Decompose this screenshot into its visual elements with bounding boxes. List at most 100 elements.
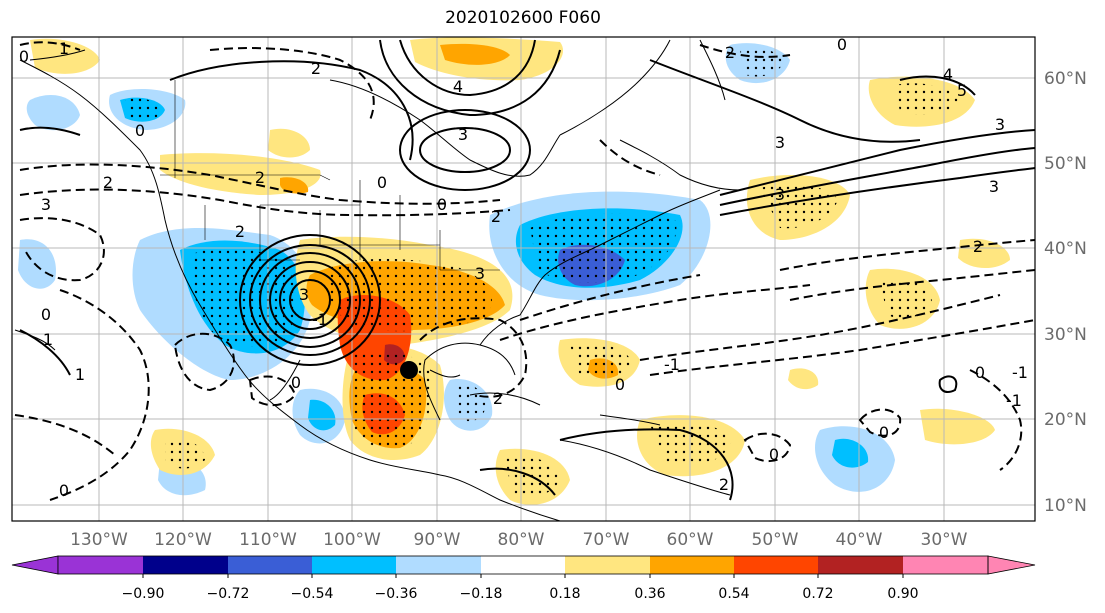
contour-dashed <box>743 432 792 463</box>
colorbar-extend-low <box>11 555 59 575</box>
contour-dashed <box>419 317 528 398</box>
colorbar <box>11 555 1036 578</box>
lon-label: 70°W <box>583 530 630 550</box>
contour-dashed <box>499 284 811 341</box>
lon-label: 40°W <box>836 530 883 550</box>
lon-label: 100°W <box>323 530 381 550</box>
contour-label: 3 <box>775 133 785 152</box>
stipple-area <box>125 98 162 122</box>
lat-label: 10°N <box>1044 496 1087 516</box>
contour-line <box>399 39 536 97</box>
contour-label: 0 <box>19 47 29 66</box>
contour-label: 0 <box>59 481 69 500</box>
contour-line <box>719 129 1035 196</box>
contour-label: 1 <box>43 330 53 349</box>
colorbar-segment <box>396 556 481 574</box>
colorbar-tick-label: 0.90 <box>887 586 918 602</box>
contour-label: 0 <box>615 375 625 394</box>
contour-line <box>938 375 958 393</box>
stipple-area <box>570 343 632 379</box>
contour-label: 4 <box>453 77 463 96</box>
contour-dashed <box>969 369 1023 471</box>
contour-dashed <box>49 289 150 501</box>
contour-closed <box>399 109 531 191</box>
medium-blue-region <box>308 399 336 431</box>
shading-layer <box>18 37 1010 505</box>
lon-label: 80°W <box>498 530 545 550</box>
colorbar-tick-label: 0.18 <box>549 586 580 602</box>
colorbar-tick-label: −0.36 <box>375 586 418 602</box>
lat-label: 40°N <box>1044 239 1087 259</box>
contour-label: 2 <box>235 222 245 241</box>
stipple-area <box>165 438 205 469</box>
contour-label: 4 <box>943 65 953 84</box>
contour-dashed <box>858 408 902 437</box>
contour-label: 0 <box>769 445 779 464</box>
contour-label: 0 <box>437 195 447 214</box>
lon-label: 130°W <box>70 530 128 550</box>
colorbar-ticks: −0.90 −0.72 −0.54 −0.36 −0.18 0.18 0.36 … <box>122 586 919 602</box>
colorbar-segment <box>58 556 143 574</box>
contour-dashed <box>639 294 1001 361</box>
lat-labels: 60°N 50°N 40°N 30°N 20°N 10°N <box>1044 69 1087 516</box>
contour-closed <box>269 261 351 339</box>
coastlines <box>14 39 741 521</box>
contour-label: 3 <box>299 285 309 304</box>
yellow-region <box>920 408 995 445</box>
contour-label: 3 <box>995 115 1005 134</box>
lon-label: 90°W <box>414 530 461 550</box>
lon-label: 110°W <box>239 530 297 550</box>
contour-dashed <box>19 188 511 217</box>
contour-dashed <box>19 41 81 51</box>
contour-dashed <box>209 47 375 121</box>
colorbar-segment <box>143 556 228 574</box>
contour-dashed <box>19 217 105 282</box>
contour-closed <box>419 127 511 173</box>
contour-label: 0 <box>291 373 301 392</box>
contour-dashed <box>173 332 235 392</box>
colorbar-tick-label: −0.72 <box>207 586 250 602</box>
lon-label: 60°W <box>667 530 714 550</box>
contour-line <box>649 59 921 143</box>
orange-region <box>280 177 309 194</box>
colorbar-tick-label: 0.54 <box>718 586 749 602</box>
contour-label: 2 <box>493 389 503 408</box>
colorbar-extend-high <box>987 555 1036 575</box>
contours-solid <box>19 39 1035 501</box>
light-blue-region <box>26 95 80 131</box>
contour-label: 5 <box>957 81 967 100</box>
colorbar-segment <box>565 556 650 574</box>
colorbar-segment <box>312 556 396 574</box>
contour-label: 0 <box>41 305 51 324</box>
contour-labels: 0 1 2 2 3 4 3 2 3 2 0 3 2 -1 0 3 0 2 0 -… <box>19 35 1028 500</box>
contour-label: 2 <box>973 237 983 256</box>
contour-label: 0 <box>837 35 847 54</box>
contour-label: 2 <box>491 207 501 226</box>
orange-region <box>440 43 510 65</box>
contour-dashed <box>19 163 501 205</box>
yellow-region <box>788 368 819 390</box>
contour-label: 1 <box>59 39 69 58</box>
lon-label: 30°W <box>921 530 968 550</box>
contour-line <box>479 467 556 496</box>
stipple-area <box>650 421 732 467</box>
contour-dashed <box>248 375 297 407</box>
stipple-area <box>740 47 784 77</box>
contours-dashed <box>14 41 1035 501</box>
stipple-area <box>880 278 932 319</box>
contour-label: 0 <box>879 423 889 442</box>
contour-line <box>719 147 1035 206</box>
contour-label: 2 <box>719 475 729 494</box>
colorbar-segment <box>228 556 312 574</box>
contour-line <box>379 39 561 117</box>
contour-closed <box>259 252 361 348</box>
lon-label: 120°W <box>154 530 212 550</box>
colorbar-segment <box>818 556 903 574</box>
contour-label: 3 <box>775 185 785 204</box>
lat-label: 20°N <box>1044 410 1087 430</box>
yellow-region <box>268 128 310 158</box>
contour-label: 2 <box>255 168 265 187</box>
map-content <box>12 37 1035 521</box>
lat-label: 50°N <box>1044 154 1087 174</box>
